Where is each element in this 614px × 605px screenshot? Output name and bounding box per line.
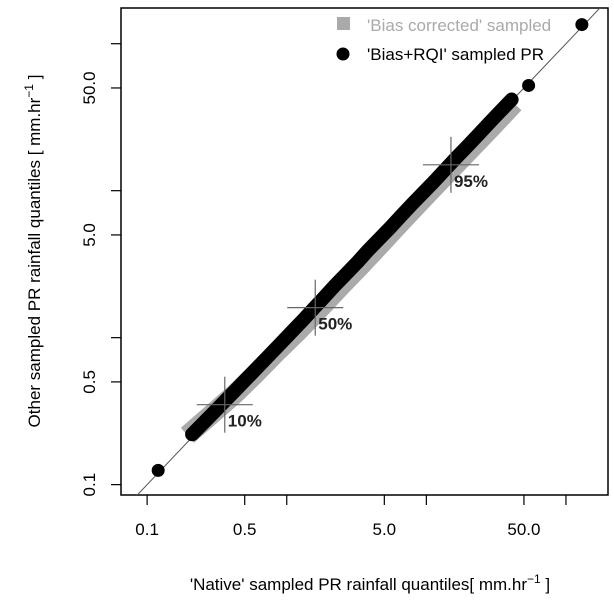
bias-rqi-point — [185, 427, 199, 441]
bias-rqi-point — [361, 244, 375, 258]
y-tick-label: 50.0 — [80, 71, 99, 104]
percentile-label: 10% — [228, 412, 262, 431]
bias-rqi-point — [317, 290, 331, 304]
plot-area: 10% 50% 95% — [136, 8, 601, 495]
bias-rqi-point — [296, 313, 310, 327]
bias-rqi-point — [229, 383, 243, 397]
y-axis-title: Other sampled PR rainfall quantiles [ mm… — [22, 75, 44, 428]
percentile-label: 50% — [318, 315, 352, 334]
legend-label-bias-corrected: 'Bias corrected' sampled — [367, 16, 551, 35]
bias-rqi-point — [372, 232, 386, 246]
bias-rqi-point — [438, 162, 452, 176]
bias-rqi-point — [522, 78, 536, 92]
y-axis-ticks: 0.1 0.5 5.0 50.0 — [80, 43, 121, 497]
bias-rqi-point — [383, 221, 397, 235]
bias-rqi-point — [471, 128, 485, 142]
bias-rqi-point — [575, 18, 589, 32]
bias-rqi-point — [240, 371, 254, 385]
bias-rqi-point — [460, 139, 474, 153]
y-tick-label: 5.0 — [80, 223, 99, 247]
bias-rqi-point — [193, 419, 207, 433]
bias-rqi-point — [350, 255, 364, 269]
bias-rqi-point — [505, 93, 519, 107]
bias-rqi-point — [273, 337, 287, 351]
percentile-annotations: 10% 50% 95% — [196, 136, 488, 433]
legend-swatch-bias-rqi — [336, 47, 350, 61]
bias-rqi-point — [449, 151, 463, 165]
legend: 'Bias corrected' sampled 'Bias+RQI' samp… — [336, 16, 551, 64]
y-tick-label: 0.5 — [80, 370, 99, 394]
y-tick-label: 0.1 — [80, 473, 99, 497]
bias-rqi-point — [251, 360, 265, 374]
x-tick-label: 5.0 — [373, 520, 397, 539]
bias-rqi-point — [339, 267, 353, 281]
bias-rqi-point — [151, 463, 165, 477]
percentile-label: 95% — [454, 172, 488, 191]
x-axis-ticks: 0.1 0.5 5.0 50.0 — [135, 495, 567, 539]
x-axis-title: 'Native' sampled PR rainfall quantiles[ … — [190, 572, 550, 594]
bias-rqi-point — [405, 197, 419, 211]
series-points — [151, 18, 589, 477]
bias-rqi-point — [416, 186, 430, 200]
bias-rqi-point — [284, 325, 298, 339]
legend-swatch-bias-corrected — [337, 17, 350, 30]
bias-rqi-point — [494, 104, 508, 118]
bias-rqi-point — [262, 348, 276, 362]
plot-frame — [120, 7, 609, 496]
x-tick-label: 0.5 — [233, 520, 257, 539]
bias-rqi-point — [306, 302, 320, 316]
bias-rqi-point — [427, 174, 441, 188]
bias-rqi-point — [394, 209, 408, 223]
legend-label-bias-rqi: 'Bias+RQI' sampled PR — [367, 45, 544, 64]
bias-rqi-point — [482, 116, 496, 130]
x-tick-label: 50.0 — [507, 520, 540, 539]
bias-rqi-point — [207, 405, 221, 419]
bias-rqi-point — [328, 279, 342, 293]
x-tick-label: 0.1 — [135, 520, 159, 539]
